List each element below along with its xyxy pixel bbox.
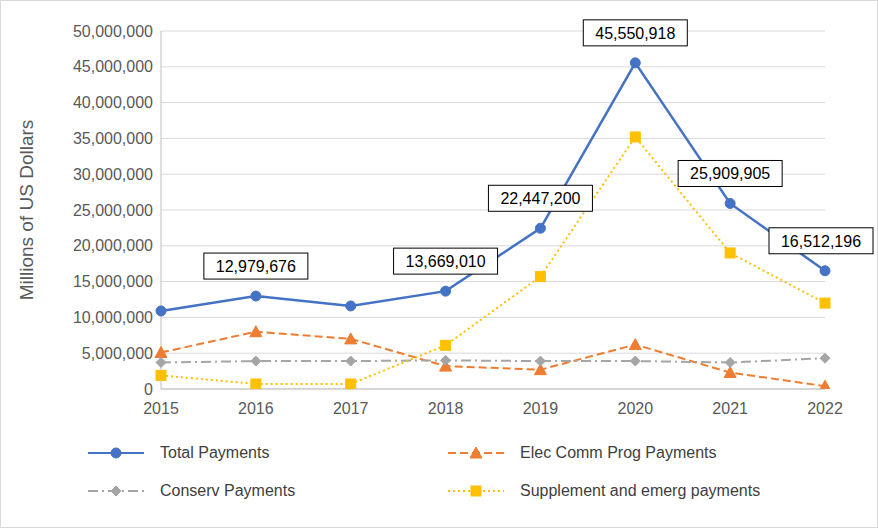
svg-text:Millions of US Dollars: Millions of US Dollars (16, 120, 37, 301)
svg-text:45,000,000: 45,000,000 (73, 58, 153, 75)
svg-text:2016: 2016 (238, 400, 274, 417)
svg-text:25,000,000: 25,000,000 (73, 202, 153, 219)
svg-text:40,000,000: 40,000,000 (73, 94, 153, 111)
svg-text:22,447,200: 22,447,200 (500, 190, 580, 207)
svg-text:35,000,000: 35,000,000 (73, 130, 153, 147)
html-text:Elec Comm Prog Payments: Elec Comm Prog Payments (520, 444, 717, 461)
html-text:Total Payments: Total Payments (160, 444, 270, 461)
svg-text:2017: 2017 (333, 400, 369, 417)
svg-text:13,669,010: 13,669,010 (406, 253, 486, 270)
svg-text:2019: 2019 (523, 400, 559, 417)
svg-text:2021: 2021 (712, 400, 748, 417)
svg-text:2015: 2015 (143, 400, 179, 417)
svg-text:15,000,000: 15,000,000 (73, 273, 153, 290)
svg-text:16,512,196: 16,512,196 (781, 233, 861, 250)
svg-text:25,909,905: 25,909,905 (690, 165, 770, 182)
svg-text:30,000,000: 30,000,000 (73, 166, 153, 183)
svg-text:20,000,000: 20,000,000 (73, 237, 153, 254)
svg-text:2022: 2022 (807, 400, 843, 417)
svg-text:0: 0 (144, 381, 153, 398)
svg-text:45,550,918: 45,550,918 (595, 25, 675, 42)
svg-text:50,000,000: 50,000,000 (73, 23, 153, 40)
html-text:Conserv Payments: Conserv Payments (160, 482, 296, 499)
svg-text:2018: 2018 (428, 400, 464, 417)
svg-text:2020: 2020 (617, 400, 653, 417)
svg-text:5,000,000: 5,000,000 (82, 345, 153, 362)
html-text:Supplement and emerg payments: Supplement and emerg payments (520, 482, 761, 499)
svg-text:12,979,676: 12,979,676 (216, 258, 296, 275)
svg-text:10,000,000: 10,000,000 (73, 309, 153, 326)
